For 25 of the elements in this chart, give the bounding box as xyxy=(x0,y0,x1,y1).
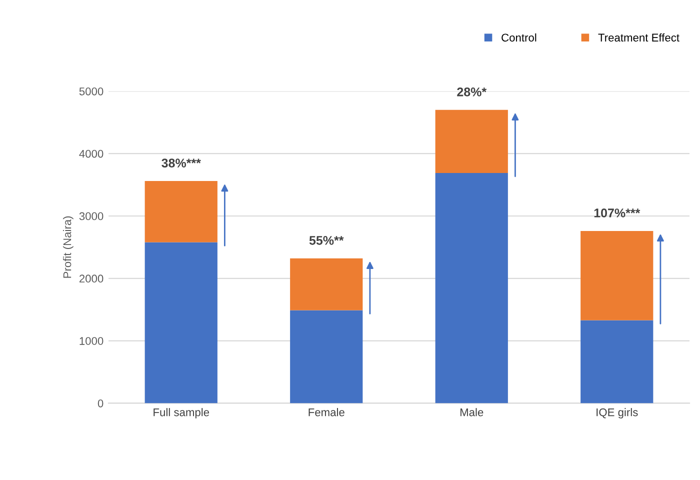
x-tick-label: IQE girls xyxy=(596,408,638,418)
y-tick-label: 2000 xyxy=(79,274,104,283)
legend-label: Treatment Effect xyxy=(598,33,680,42)
annotation: 38%*** xyxy=(162,158,201,168)
x-tick-label: Male xyxy=(460,408,484,416)
bar xyxy=(290,310,363,404)
bar xyxy=(435,110,508,173)
y-tick-label: 0 xyxy=(98,399,104,408)
y-axis-title: Profit (Naira) xyxy=(63,216,74,278)
y-tick-label: 5000 xyxy=(79,87,104,96)
y-tick-label: 1000 xyxy=(80,337,104,345)
bar xyxy=(580,230,654,320)
bar xyxy=(290,258,363,310)
x-tick-label: Female xyxy=(308,408,344,416)
bar xyxy=(144,181,218,242)
x-tick-label: Full sample xyxy=(154,408,210,418)
y-tick-label: 3000 xyxy=(79,212,104,220)
bar xyxy=(580,320,654,404)
legend-label: Control xyxy=(502,33,536,42)
bar xyxy=(144,242,218,404)
y-tick-label: 4000 xyxy=(79,150,104,158)
annotation: 107%*** xyxy=(594,208,640,218)
annotation: 55%** xyxy=(309,236,344,245)
bar xyxy=(435,172,508,404)
annotation: 28%* xyxy=(457,87,487,96)
